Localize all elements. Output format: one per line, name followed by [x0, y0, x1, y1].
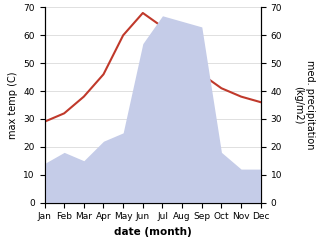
Y-axis label: med. precipitation
(kg/m2): med. precipitation (kg/m2)	[293, 60, 315, 150]
X-axis label: date (month): date (month)	[114, 227, 191, 237]
Y-axis label: max temp (C): max temp (C)	[8, 71, 18, 139]
